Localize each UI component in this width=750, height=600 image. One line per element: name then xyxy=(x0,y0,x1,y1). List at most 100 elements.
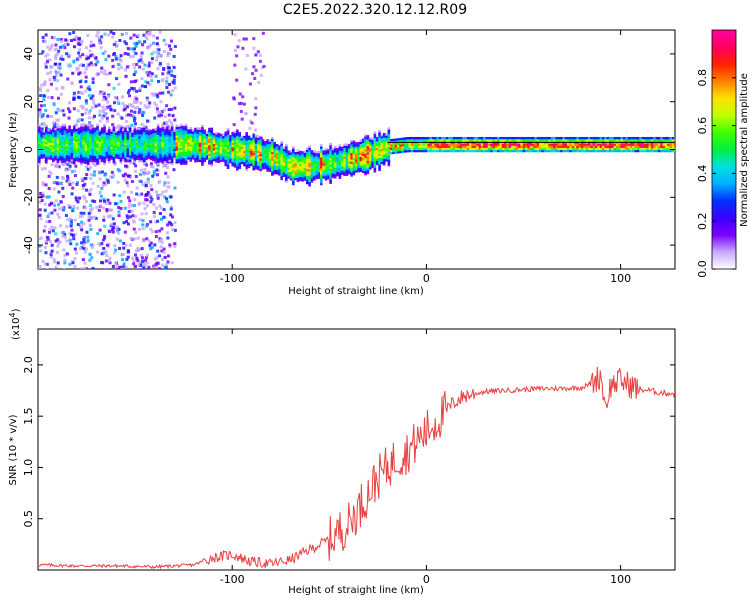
heatmap-cell xyxy=(273,159,276,162)
heatmap-cell xyxy=(287,154,290,158)
heatmap-cell xyxy=(63,153,67,157)
heatmap-cell xyxy=(629,136,633,140)
heatmap-cell xyxy=(170,69,174,73)
heatmap-cell xyxy=(112,141,116,144)
heatmap-cell xyxy=(162,215,166,219)
heatmap-cell xyxy=(112,143,116,147)
heatmap-cell xyxy=(627,143,631,146)
heatmap-cell xyxy=(567,143,570,146)
heatmap-cell xyxy=(587,145,591,148)
heatmap-cell xyxy=(322,163,325,166)
heatmap-cell xyxy=(152,135,155,138)
heatmap-cell xyxy=(485,139,489,142)
heatmap-cell xyxy=(315,161,318,165)
heatmap-cell xyxy=(343,156,346,159)
heatmap-cell xyxy=(161,129,165,132)
heatmap-cell xyxy=(671,136,675,140)
heatmap-cell xyxy=(243,157,246,160)
heatmap-cell xyxy=(366,145,370,149)
heatmap-cell xyxy=(144,80,148,84)
heatmap-cell xyxy=(662,145,666,148)
heatmap-cell xyxy=(329,155,332,159)
heatmap-cell xyxy=(319,180,323,184)
heatmap-cell xyxy=(128,215,132,219)
heatmap-cell xyxy=(85,54,89,58)
heatmap-cell xyxy=(357,165,360,169)
heatmap-cell xyxy=(641,149,645,153)
heatmap-cell xyxy=(135,149,139,152)
heatmap-cell xyxy=(89,159,92,162)
heatmap-cell xyxy=(275,167,279,171)
heatmap-cell xyxy=(622,143,626,146)
heatmap-cell xyxy=(77,36,81,40)
heatmap-cell xyxy=(280,141,283,144)
heatmap-cell xyxy=(86,239,90,243)
heatmap-cell xyxy=(464,147,468,151)
heatmap-cell xyxy=(308,160,311,163)
heatmap-cell xyxy=(47,131,50,134)
heatmap-cell xyxy=(436,145,440,148)
heatmap-cell xyxy=(98,159,102,163)
heatmap-cell xyxy=(594,143,598,146)
heatmap-cell xyxy=(357,152,360,156)
heatmap-cell xyxy=(604,147,607,151)
heatmap-cell xyxy=(455,139,458,142)
heatmap-cell xyxy=(271,160,274,163)
heatmap-cell xyxy=(77,140,81,143)
heatmap-cell xyxy=(294,169,297,172)
heatmap-cell xyxy=(56,149,60,153)
heatmap-cell xyxy=(187,155,190,158)
heatmap-cell xyxy=(96,149,99,152)
heatmap-cell xyxy=(581,136,584,140)
heatmap-cell xyxy=(529,139,533,142)
heatmap-cell xyxy=(133,264,137,268)
heatmap-cell xyxy=(224,138,228,141)
heatmap-cell xyxy=(73,247,77,251)
heatmap-cell xyxy=(177,143,181,147)
heatmap-cell xyxy=(268,145,272,149)
heatmap-cell xyxy=(154,220,158,224)
heatmap-cell xyxy=(54,132,57,135)
heatmap-cell xyxy=(108,256,112,260)
heatmap-cell xyxy=(104,268,108,269)
heatmap-cell xyxy=(622,147,626,151)
heatmap-cell xyxy=(191,157,195,160)
heatmap-cell xyxy=(133,42,137,46)
heatmap-cell xyxy=(301,166,304,169)
heatmap-cell xyxy=(289,178,293,181)
heatmap-cell xyxy=(81,243,85,247)
heatmap-cell xyxy=(506,147,510,151)
heatmap-cell xyxy=(112,135,116,138)
heatmap-cell xyxy=(303,150,307,153)
heatmap-cell xyxy=(130,123,134,127)
heatmap-cell xyxy=(149,195,153,199)
heatmap-cell xyxy=(189,154,193,158)
heatmap-cell xyxy=(399,146,402,149)
heatmap-cell xyxy=(592,145,596,148)
heatmap-cell xyxy=(319,176,323,179)
heatmap-cell xyxy=(224,131,228,134)
heatmap-cell xyxy=(114,145,118,148)
heatmap-cell xyxy=(155,42,159,46)
heatmap-cell xyxy=(138,155,141,159)
heatmap-cell xyxy=(350,172,353,175)
heatmap-cell xyxy=(317,152,321,156)
heatmap-cell xyxy=(44,33,48,37)
heatmap-cell xyxy=(399,144,402,147)
heatmap-cell xyxy=(65,133,69,136)
heatmap-cell xyxy=(669,149,673,153)
heatmap-cell xyxy=(450,145,454,148)
heatmap-cell xyxy=(184,151,188,155)
heatmap-cell xyxy=(574,139,577,142)
heatmap-cell xyxy=(557,143,561,146)
heatmap-cell xyxy=(82,128,85,132)
heatmap-cell xyxy=(42,134,46,137)
heatmap-cell xyxy=(124,142,127,146)
heatmap-cell xyxy=(254,106,258,110)
heatmap-cell xyxy=(285,169,288,173)
heatmap-cell xyxy=(522,139,526,142)
heatmap-cell xyxy=(96,184,100,188)
heatmap-cell xyxy=(175,135,179,138)
heatmap-cell xyxy=(674,136,675,140)
heatmap-cell xyxy=(494,136,498,140)
